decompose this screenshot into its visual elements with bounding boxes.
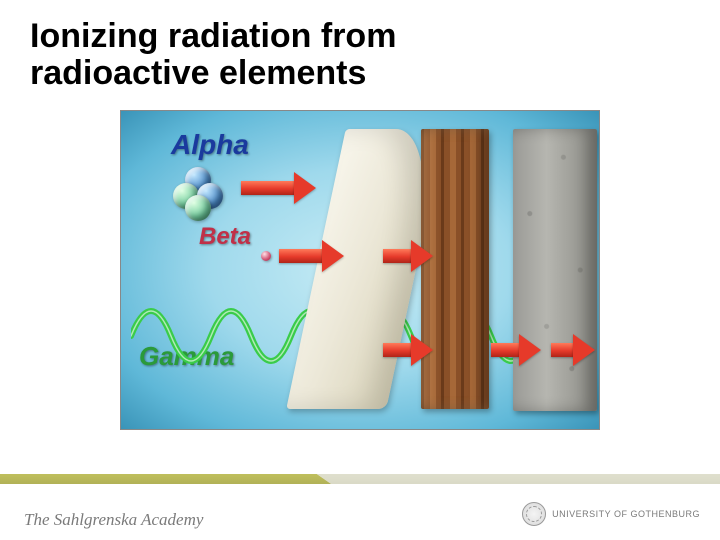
concrete-barrier-icon bbox=[513, 129, 597, 411]
beta-arrow-1-icon bbox=[279, 249, 324, 263]
title-line-1: Ionizing radiation from bbox=[30, 17, 396, 55]
beta-label: Beta bbox=[199, 223, 251, 251]
beta-particle-icon bbox=[261, 251, 271, 261]
footer-right-text: UNIVERSITY OF GOTHENBURG bbox=[552, 509, 700, 519]
alpha-label: Alpha bbox=[171, 129, 249, 161]
footer-right: UNIVERSITY OF GOTHENBURG bbox=[522, 502, 700, 526]
gamma-arrow-3-icon bbox=[551, 343, 575, 357]
beta-arrow-2-icon bbox=[383, 249, 413, 263]
alpha-arrow-icon bbox=[241, 181, 296, 195]
radiation-diagram: Alpha Beta Gamma bbox=[120, 110, 600, 430]
slide-footer: The Sahlgrenska Academy UNIVERSITY OF GO… bbox=[0, 484, 720, 540]
alpha-particle-icon bbox=[173, 167, 233, 217]
footer-left-text: The Sahlgrenska Academy bbox=[24, 510, 203, 530]
title-line-2: radioactive elements bbox=[30, 54, 366, 92]
gamma-arrow-2-icon bbox=[491, 343, 521, 357]
slide-title: Ionizing radiation from radioactive elem… bbox=[30, 18, 396, 93]
university-seal-icon bbox=[522, 502, 546, 526]
gamma-arrow-1-icon bbox=[383, 343, 413, 357]
